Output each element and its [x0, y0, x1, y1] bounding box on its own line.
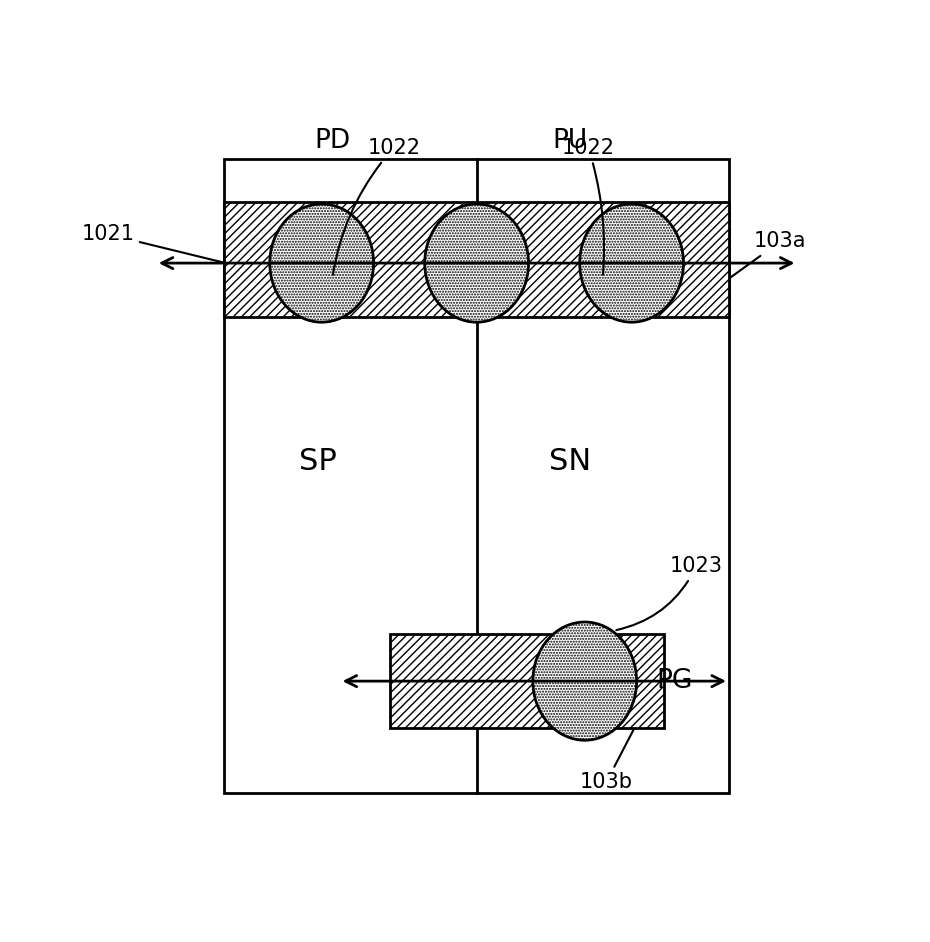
- Text: 1022: 1022: [333, 138, 420, 275]
- Text: SP: SP: [299, 447, 337, 476]
- Text: 1021: 1021: [81, 224, 223, 263]
- Text: 1022: 1022: [562, 138, 615, 275]
- Ellipse shape: [579, 204, 684, 322]
- Text: 1023: 1023: [617, 556, 723, 630]
- Bar: [224, 158, 729, 793]
- Text: PU: PU: [552, 127, 588, 154]
- Text: PG: PG: [657, 668, 693, 694]
- Ellipse shape: [533, 622, 637, 740]
- Text: SN: SN: [550, 447, 591, 476]
- Ellipse shape: [425, 204, 528, 322]
- Ellipse shape: [270, 204, 374, 322]
- Bar: [224, 202, 729, 317]
- Text: 103a: 103a: [730, 232, 806, 278]
- Bar: [391, 634, 664, 728]
- Text: PD: PD: [314, 127, 351, 154]
- Text: 103b: 103b: [580, 729, 634, 792]
